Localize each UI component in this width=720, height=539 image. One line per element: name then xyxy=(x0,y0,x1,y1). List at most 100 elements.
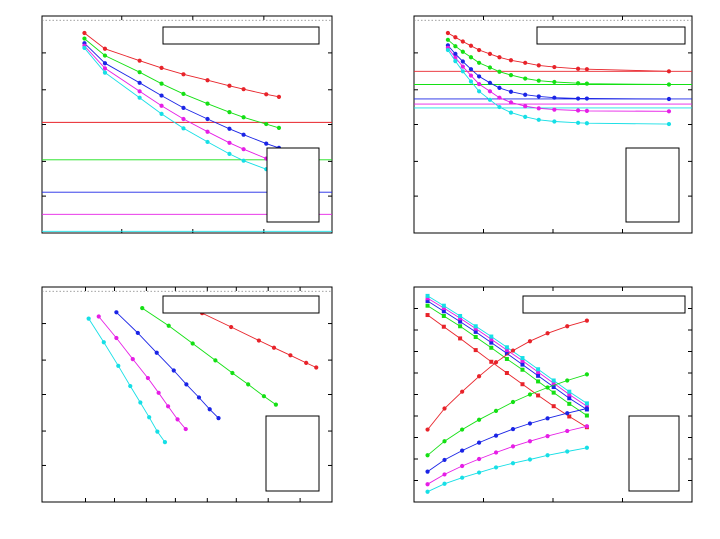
key-box xyxy=(266,147,320,223)
data-point-cyan xyxy=(453,59,458,64)
series-line-blue xyxy=(427,408,588,472)
data-point-magenta xyxy=(473,326,478,331)
data-point-blue xyxy=(207,407,212,412)
data-point-red xyxy=(527,339,533,344)
data-point-red xyxy=(205,78,210,83)
data-point-magenta xyxy=(584,404,589,409)
data-point-blue xyxy=(527,421,533,426)
data-point-blue xyxy=(497,85,502,91)
series-line-magenta xyxy=(427,425,588,485)
data-point-cyan xyxy=(147,415,152,420)
legend-box xyxy=(162,295,320,314)
data-point-magenta xyxy=(508,100,514,105)
data-point-blue xyxy=(460,448,465,453)
data-point-red xyxy=(181,72,186,77)
data-point-magenta xyxy=(510,444,516,449)
data-point-green xyxy=(523,76,528,81)
data-point-cyan xyxy=(476,470,482,475)
data-point-green xyxy=(536,78,541,83)
data-point-red xyxy=(666,69,672,74)
data-point-cyan xyxy=(181,126,186,131)
data-point-cyan xyxy=(473,324,478,329)
data-point-red xyxy=(159,65,164,71)
data-point-blue xyxy=(181,105,186,111)
legend-box xyxy=(536,26,686,45)
data-point-cyan xyxy=(552,119,557,124)
data-point-magenta xyxy=(156,390,161,395)
data-point-blue xyxy=(584,406,590,411)
data-point-red xyxy=(460,389,465,394)
data-point-magenta xyxy=(181,116,186,122)
data-point-green xyxy=(82,36,87,41)
data-point-red xyxy=(425,313,430,318)
data-point-green xyxy=(527,392,533,397)
data-point-red xyxy=(102,46,108,51)
data-point-blue xyxy=(442,457,447,463)
data-point-cyan xyxy=(442,481,447,486)
data-point-green xyxy=(230,370,235,376)
data-point-green xyxy=(584,372,590,377)
data-point-blue xyxy=(196,395,202,400)
plot-area xyxy=(414,19,692,127)
data-point-red xyxy=(567,414,572,419)
data-point-blue xyxy=(536,373,541,378)
data-point-red xyxy=(552,64,557,70)
data-point-magenta xyxy=(476,81,482,87)
data-point-cyan xyxy=(565,449,570,454)
data-point-green xyxy=(489,345,494,350)
data-point-cyan xyxy=(584,401,589,406)
data-point-magenta xyxy=(487,89,493,94)
data-point-red xyxy=(476,374,482,379)
data-point-magenta xyxy=(425,296,430,301)
data-point-cyan xyxy=(489,334,494,339)
data-point-green xyxy=(565,378,570,383)
data-point-magenta xyxy=(175,417,180,422)
data-point-green xyxy=(666,82,672,87)
data-point-cyan xyxy=(205,139,210,145)
series-line-magenta xyxy=(447,47,669,112)
data-point-green xyxy=(425,453,430,458)
data-point-cyan xyxy=(116,363,121,368)
data-point-red xyxy=(442,406,447,411)
data-point-green xyxy=(261,394,267,399)
data-point-blue xyxy=(135,330,140,336)
data-point-magenta xyxy=(584,424,590,429)
data-point-red xyxy=(545,331,550,336)
data-point-magenta xyxy=(241,147,246,152)
data-point-red xyxy=(441,324,446,329)
data-point-green xyxy=(536,379,541,384)
data-point-green xyxy=(166,323,171,328)
data-point-blue xyxy=(575,96,581,101)
data-point-blue xyxy=(458,319,463,324)
data-point-red xyxy=(137,58,142,63)
data-point-cyan xyxy=(508,110,514,115)
data-point-magenta xyxy=(584,108,590,113)
data-point-magenta xyxy=(165,404,171,409)
data-point-red xyxy=(476,47,482,53)
plot-area xyxy=(425,293,590,494)
data-point-red xyxy=(453,35,458,40)
data-point-magenta xyxy=(520,358,525,363)
data-point-green xyxy=(102,53,108,58)
series-line-cyan xyxy=(427,447,587,493)
data-point-red xyxy=(473,348,478,353)
data-point-green xyxy=(445,37,451,42)
data-point-green xyxy=(584,413,589,418)
key-box xyxy=(628,415,680,492)
series-line-blue xyxy=(84,42,280,149)
data-point-magenta xyxy=(545,433,550,439)
data-point-red xyxy=(276,94,282,99)
data-point-magenta xyxy=(183,426,188,432)
data-point-red xyxy=(493,360,499,365)
data-point-blue xyxy=(508,89,514,94)
data-point-blue xyxy=(227,126,232,131)
data-point-magenta xyxy=(145,375,151,381)
data-point-magenta xyxy=(205,129,210,134)
data-point-cyan xyxy=(536,117,541,122)
data-point-red xyxy=(229,324,234,330)
data-point-magenta xyxy=(489,337,494,342)
chart-panel-bottom-left xyxy=(41,286,333,503)
data-point-magenta xyxy=(527,439,533,444)
data-point-green xyxy=(213,358,218,363)
